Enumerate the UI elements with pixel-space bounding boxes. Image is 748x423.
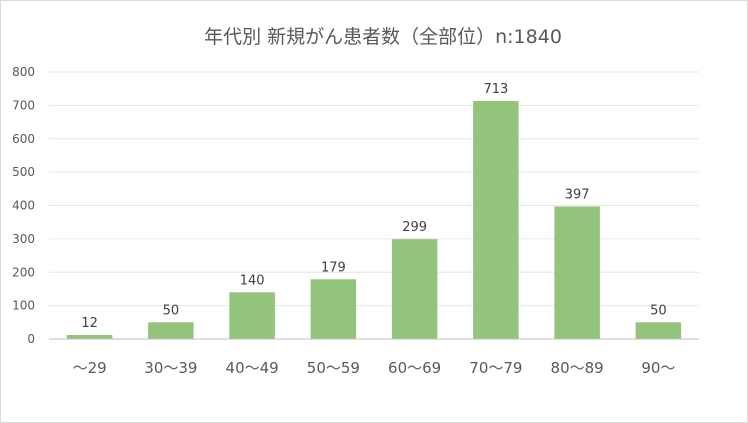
bars [66, 101, 682, 339]
x-tick-label: 40～49 [226, 359, 279, 377]
data-label: 299 [402, 220, 427, 235]
bar [554, 206, 600, 339]
data-label: 179 [321, 260, 346, 275]
x-axis-ticks: ～29 30～39 40～49 50～59 60～69 70～79 80～89 90～ [73, 359, 676, 377]
bar [229, 292, 275, 339]
y-tick-label: 600 [12, 132, 35, 146]
y-axis-ticks: 0 100 200 300 400 500 600 700 800 [12, 65, 35, 346]
x-tick-label: 80～89 [551, 359, 604, 377]
bar [473, 101, 519, 339]
data-label: 397 [565, 188, 590, 203]
chart-title: 年代別 新規がん患者数（全部位）n:1840 [204, 26, 562, 48]
x-tick-label: 70～79 [469, 359, 522, 377]
y-tick-label: 700 [12, 98, 35, 112]
y-tick-label: 400 [12, 199, 35, 213]
x-tick-label: 50～59 [307, 359, 360, 377]
data-label: 713 [483, 82, 508, 97]
y-tick-label: 500 [12, 165, 35, 179]
bar [391, 239, 438, 339]
y-tick-label: 300 [12, 232, 35, 246]
bar [148, 322, 194, 339]
data-label: 12 [81, 316, 98, 331]
x-tick-label: 60～69 [388, 359, 441, 377]
bar [310, 279, 357, 339]
data-label: 50 [163, 303, 180, 318]
data-label: 50 [650, 303, 667, 318]
x-tick-label: ～29 [73, 359, 107, 377]
y-tick-label: 200 [12, 265, 35, 279]
gridlines [49, 71, 699, 307]
data-labels: 12 50 140 179 299 713 397 50 [81, 82, 666, 331]
y-tick-label: 800 [12, 65, 35, 79]
bar [66, 334, 113, 339]
bar [635, 322, 682, 339]
x-tick-label: 90～ [641, 359, 675, 377]
y-tick-label: 100 [12, 299, 35, 313]
y-tick-label: 0 [27, 332, 35, 346]
x-tick-label: 30～39 [144, 359, 197, 377]
data-label: 140 [240, 273, 265, 288]
